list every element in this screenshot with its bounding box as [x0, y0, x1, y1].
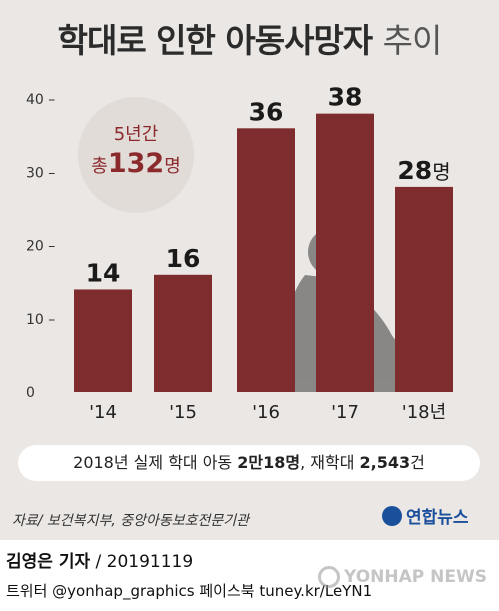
y-tick-label-0: 0 — [26, 385, 35, 401]
stat-part1: 2018년 실제 학대 아동 — [73, 453, 238, 472]
watermark: YONHAP NEWS — [318, 566, 487, 588]
value-label-3: 38 — [328, 83, 363, 112]
bar-chart: 14 16 36 38 28명 0 10 – 20 – 30 – 40 – '14 '15 '16 '… — [26, 83, 453, 423]
title-light: 추이 — [382, 21, 443, 60]
source-text: 자료/ 보건복지부, 중앙아동보호전문기관 — [12, 513, 250, 529]
summary-circle — [78, 97, 194, 213]
summary-prefix: 총 — [91, 156, 108, 177]
chart-title: 학대로 인한 아동사망자 추이 — [0, 14, 499, 62]
bar-2 — [237, 128, 295, 393]
summary-value: 132 — [107, 148, 165, 179]
bar-4 — [395, 186, 453, 392]
value-label-0: 14 — [86, 258, 121, 287]
watermark-text: YONHAP NEWS — [344, 567, 487, 587]
yonhap-logo-icon — [382, 505, 402, 526]
social-line: 트위터 @yonhap_graphics 페이스북 tuney.kr/LeYN1 — [6, 582, 373, 600]
value-label-4: 28명 — [397, 156, 450, 185]
bar-3 — [316, 113, 374, 393]
y-tick-label-4: 40 – — [26, 92, 55, 108]
title-bold: 학대로 인한 아동사망자 — [57, 21, 374, 60]
summary-total: 총132명 — [78, 148, 194, 179]
x-tick-label-3: '17 — [331, 402, 359, 423]
x-tick-label-0: '14 — [89, 402, 117, 423]
x-tick-label-1: '15 — [169, 402, 197, 423]
x-tick-label-4: '18년 — [402, 402, 446, 423]
y-tick-label-2: 20 – — [26, 239, 55, 255]
summary-unit: 명 — [164, 156, 181, 177]
report-date: / 20191119 — [90, 552, 194, 572]
bar-1 — [154, 274, 212, 392]
stat-part2: , 재학대 — [300, 453, 360, 472]
stat-box: 2018년 실제 학대 아동 2만18명, 재학대 2,543건 — [18, 445, 480, 481]
summary-period: 5년간 — [113, 124, 159, 145]
stat-part3: 건 — [410, 453, 425, 472]
value-label-2: 36 — [249, 97, 284, 126]
yonhap-logo: 연합뉴스 — [382, 503, 469, 528]
reporter-name: 김영은 기자 — [6, 552, 91, 572]
stat-bold1: 2만18명 — [237, 453, 301, 472]
reporter-line: 김영은 기자 / 20191119 — [6, 547, 193, 572]
y-tick-label-3: 30 – — [26, 165, 55, 181]
stat-bold2: 2,543 — [359, 453, 411, 472]
watermark-icon — [318, 566, 340, 588]
value-label-1: 16 — [166, 244, 201, 273]
logo-text: 연합뉴스 — [406, 508, 469, 528]
bar-0 — [74, 289, 132, 392]
x-tick-label-2: '16 — [252, 402, 280, 423]
y-tick-label-1: 10 – — [26, 312, 55, 328]
